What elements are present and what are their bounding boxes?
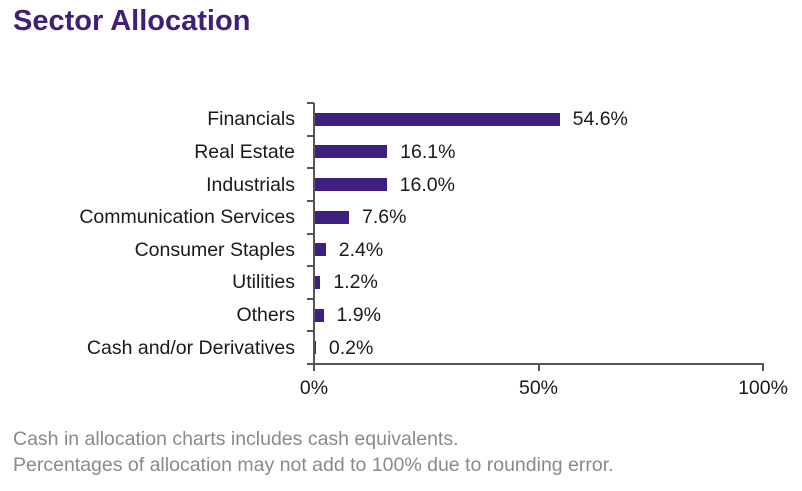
bar (315, 341, 316, 355)
x-axis-tick-label: 0% (299, 377, 329, 399)
x-axis-tick-label: 50% (518, 377, 559, 399)
y-axis-tick (307, 297, 314, 300)
chart-title: Sector Allocation (13, 5, 251, 37)
value-label: 16.1% (400, 140, 456, 163)
bar (315, 145, 388, 159)
category-label: Communication Services (79, 206, 295, 229)
y-axis-tick (307, 167, 314, 170)
category-label: Consumer Staples (134, 238, 295, 261)
category-label: Financials (207, 108, 295, 131)
category-label: Real Estate (194, 140, 295, 163)
y-axis-tick (307, 232, 314, 235)
footnote-rounding: Percentages of allocation may not add to… (13, 454, 614, 476)
y-axis-tick (307, 134, 314, 137)
y-axis-tick (307, 199, 314, 202)
category-label: Cash and/or Derivatives (86, 336, 295, 359)
category-label: Others (236, 304, 295, 327)
x-axis-tick-label: 100% (738, 377, 788, 399)
y-axis-tick (307, 102, 314, 104)
value-label: 2.4% (338, 238, 384, 261)
value-label: 54.6% (572, 108, 628, 131)
y-axis-tick (307, 363, 314, 365)
y-axis-tick (307, 265, 314, 268)
bar (315, 243, 326, 257)
value-label: 1.9% (336, 304, 381, 327)
value-label: 1.2% (333, 271, 378, 294)
x-axis-tick (313, 363, 315, 371)
bar (315, 178, 387, 192)
value-label: 0.2% (328, 336, 374, 359)
category-label: Industrials (206, 173, 295, 196)
x-axis-tick (537, 363, 540, 371)
category-label: Utilities (232, 271, 295, 294)
y-axis-tick (307, 330, 314, 333)
footnote-cash: Cash in allocation charts includes cash … (13, 428, 459, 450)
bar (315, 112, 560, 126)
value-label: 7.6% (362, 206, 407, 229)
y-axis-line (313, 103, 315, 365)
sector-allocation-bar-chart: Financials 54.6% Real Estate 16.1% Industria… (79, 102, 788, 399)
value-label: 16.0% (399, 173, 455, 196)
bar (315, 275, 321, 289)
bar (315, 210, 350, 224)
bar (315, 308, 324, 322)
x-axis-tick (762, 363, 764, 371)
